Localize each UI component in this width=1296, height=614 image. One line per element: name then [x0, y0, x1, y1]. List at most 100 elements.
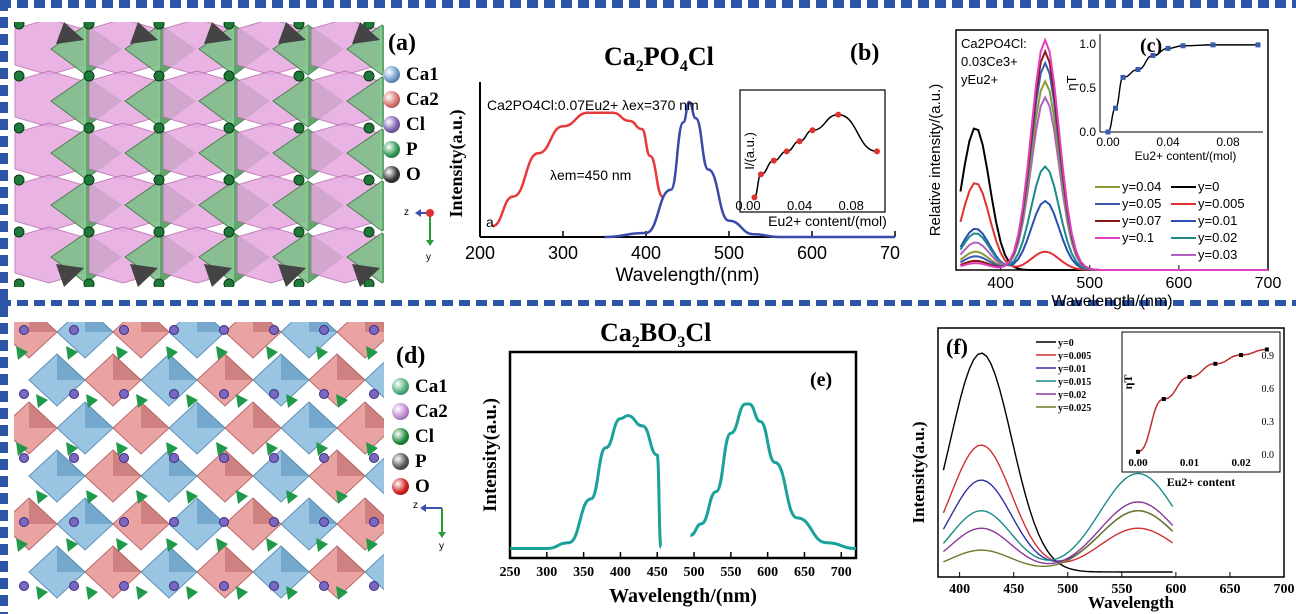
triangle-bo3 [166, 346, 178, 360]
x-tick-label-e: 700 [831, 565, 852, 580]
atom-cl [69, 325, 79, 335]
polyhedron-face [169, 354, 197, 380]
atom-cl [69, 517, 79, 527]
atom-p [83, 226, 95, 238]
legend-label-f: y=0.015 [1058, 377, 1091, 388]
x-tick-label-e: 450 [647, 565, 668, 580]
x-tick-label-f: 550 [1111, 582, 1132, 597]
atom-cl [319, 389, 329, 399]
polyhedron-p [346, 128, 384, 180]
series-line-b [492, 111, 664, 228]
inset-y-tick-label-f: 0.3 [1262, 417, 1275, 428]
atom-cl [219, 389, 229, 399]
legend-ball-a [383, 166, 400, 183]
inset-y-tick-label-f: 0.9 [1262, 351, 1275, 362]
atom-cl [119, 581, 129, 591]
polyhedron-face [309, 498, 337, 524]
triangle-bo3 [36, 394, 48, 408]
legend-row-d: Ca1 [392, 374, 448, 399]
atom-cl [269, 581, 279, 591]
annotation-c: Ca2PO4Cl: [961, 36, 1027, 51]
atom-p [14, 278, 25, 287]
series-line-f [942, 472, 1174, 561]
atom-p [83, 70, 95, 82]
x-tick-label-b: 700 [880, 243, 900, 263]
legend-label-c: y=0.005 [1198, 196, 1245, 211]
polyhedron-face [382, 25, 384, 75]
panel-label-f: (f) [946, 334, 968, 359]
tetrahedron-o [278, 22, 306, 44]
chart-c: 400 500 600 700 Wavelength/(nm) Relative inte… [927, 29, 1281, 310]
triangle-bo3 [86, 586, 98, 600]
inset-x-label-f: Eu2+ content [1167, 475, 1236, 489]
legend-ball-d [392, 478, 409, 495]
atom-cl [319, 325, 329, 335]
y-axis-label-f: Intensity(a.u.) [909, 421, 928, 523]
triangle-bo3 [86, 490, 98, 504]
polyhedron-face [85, 402, 113, 428]
axis-z-label-d: z [413, 500, 418, 511]
x-tick-label-b: 200 [465, 243, 495, 263]
polyhedron-face [141, 322, 169, 332]
x-tick-label-b: 500 [714, 243, 744, 263]
inset-y-label-c: ηT [1064, 75, 1079, 90]
polyhedron-face [197, 322, 225, 332]
atom-p [14, 226, 25, 238]
polyhedron-ca [252, 545, 310, 599]
atom-cl [119, 453, 129, 463]
inset-point-f [1187, 375, 1192, 379]
inset-point-f [1136, 449, 1140, 454]
legend-ball-d [392, 428, 409, 445]
atom-p [293, 22, 305, 30]
panel-label-c: (c) [1140, 35, 1162, 57]
legend-label-f: y=0.025 [1058, 403, 1091, 414]
polyhedron-face [337, 354, 365, 380]
legend-label-f: y=0.01 [1058, 364, 1086, 375]
inset-point-b [783, 148, 790, 155]
atom-cl [69, 453, 79, 463]
atom-p [153, 70, 165, 82]
polyhedron-ca [196, 353, 254, 407]
atom-cl [169, 389, 179, 399]
inset-point-f [1239, 353, 1244, 357]
inset-point-b [770, 157, 777, 164]
inset-point-b [796, 138, 803, 145]
inset-point-c [1135, 67, 1141, 73]
legend-row-a: Cl [383, 112, 439, 137]
legend-label-c: y=0.07 [1122, 213, 1161, 228]
polyhedron-face [85, 322, 113, 332]
triangle-bo3 [316, 346, 328, 360]
triangle-bo3 [316, 538, 328, 552]
polyhedron-ca [168, 322, 226, 359]
legend-row-a: O [383, 162, 439, 187]
inset-x-tick-label-b: 0.08 [839, 198, 864, 213]
inset-point-c [1120, 74, 1126, 80]
legend-ball-a [383, 116, 400, 133]
inset-x-tick-label-f: 0.02 [1231, 457, 1251, 469]
inset-frame-f [1121, 331, 1281, 473]
legend-label-c: y=0.03 [1198, 247, 1237, 262]
triangle-bo3 [136, 490, 148, 504]
frame-f [937, 327, 1285, 578]
polyhedron-ca [252, 449, 310, 503]
x-axis-label-c: Wavelength/(nm) [1051, 293, 1172, 310]
polyhedron-face [281, 354, 309, 380]
atom-cl [369, 453, 379, 463]
triangle-bo3 [266, 538, 278, 552]
y-axis-label-c: Relative intensity/(a.u.) [927, 84, 944, 237]
polyhedron-face [382, 129, 384, 179]
triangle-bo3 [286, 586, 298, 600]
polyhedron-face [281, 450, 309, 476]
legend-label-d: P [415, 450, 427, 472]
polyhedron-face [85, 498, 113, 524]
legend-label-a: O [406, 163, 421, 185]
legend-row-d: P [392, 449, 448, 474]
x-tick-label-f: 650 [1219, 582, 1240, 597]
tetrahedron-o [56, 22, 84, 44]
x-axis-label-e: Wavelength/(nm) [609, 585, 757, 607]
x-tick-label-e: 400 [610, 565, 631, 580]
atom-p [83, 22, 95, 30]
x-tick-label-e: 500 [684, 565, 705, 580]
atom-p [223, 22, 235, 30]
inset-line-f [1137, 348, 1267, 453]
